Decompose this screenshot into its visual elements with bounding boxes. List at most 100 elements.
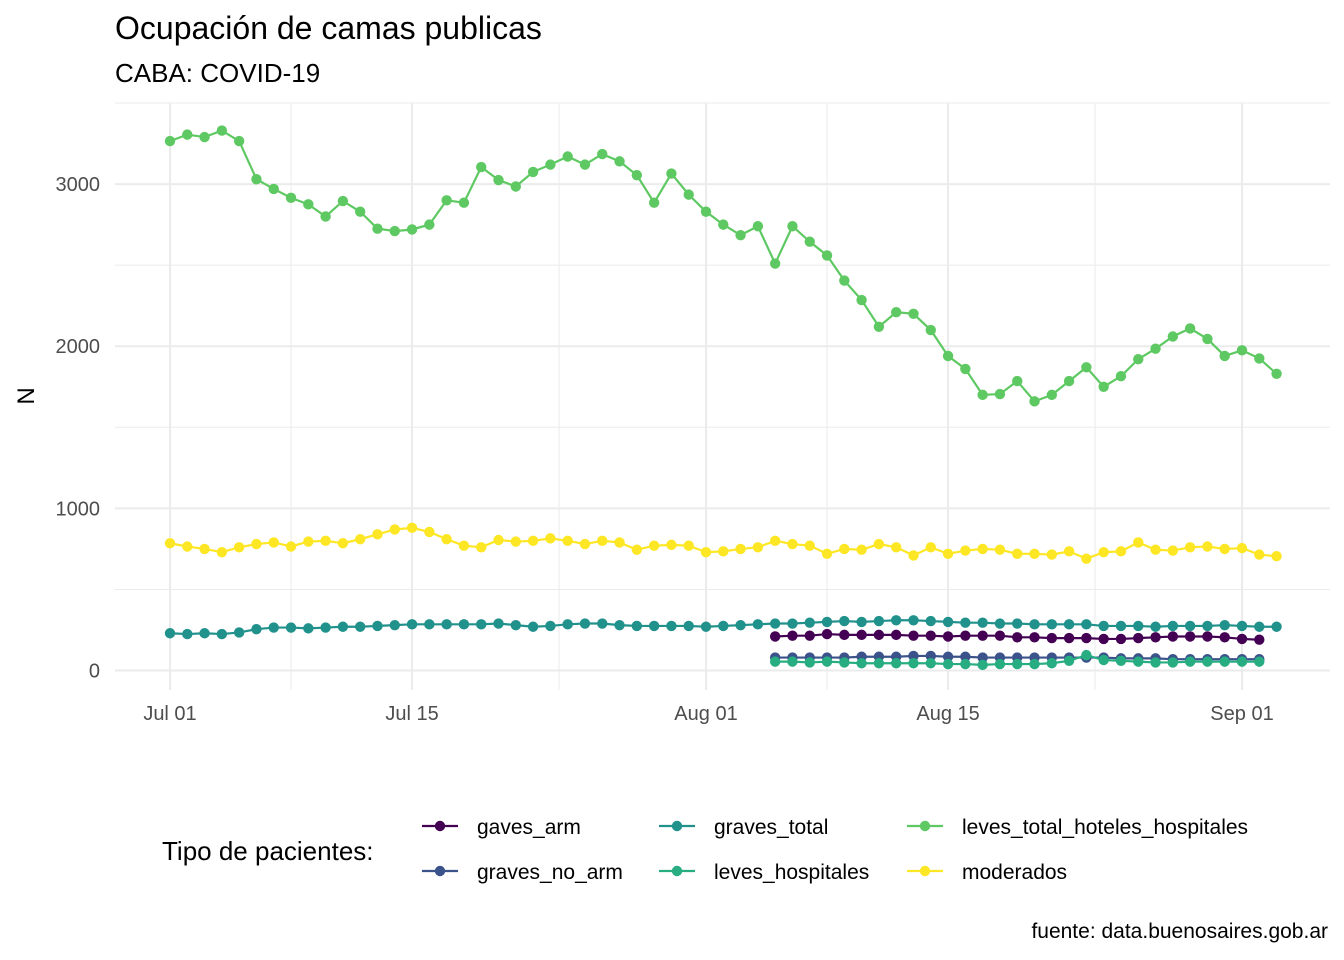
- data-point: [233, 542, 245, 553]
- data-point: [251, 623, 262, 635]
- data-point: [787, 221, 798, 232]
- data-point: [441, 533, 452, 545]
- data-point: [1236, 633, 1248, 645]
- data-point: [458, 540, 470, 551]
- data-point: [769, 535, 781, 547]
- data-point: [1202, 333, 1213, 345]
- legend-key-point: [919, 865, 931, 877]
- data-point: [1063, 619, 1075, 630]
- data-point: [1063, 655, 1075, 667]
- data-point: [787, 538, 798, 550]
- data-point: [925, 658, 936, 669]
- data-point: [320, 622, 331, 633]
- data-point: [216, 546, 228, 558]
- series-gaves_arm: [769, 628, 1265, 645]
- data-point: [666, 539, 677, 551]
- data-point: [1133, 620, 1144, 632]
- data-point: [977, 630, 988, 641]
- data-point: [493, 618, 504, 629]
- data-point: [994, 388, 1006, 400]
- data-point: [1254, 634, 1265, 645]
- legend-label: leves_hospitales: [714, 861, 869, 884]
- data-point: [735, 619, 746, 631]
- data-point: [821, 548, 833, 559]
- data-point: [821, 250, 833, 261]
- data-point: [285, 192, 297, 204]
- data-point: [476, 542, 487, 553]
- data-point: [1133, 632, 1144, 644]
- data-point: [424, 526, 435, 538]
- data-point: [1271, 551, 1282, 562]
- axis-ticks: 0 1000 2000 3000 Jul 01 Jul 15 Aug 01 Aug 15 Sep…: [56, 174, 1274, 725]
- data-point: [1098, 633, 1109, 645]
- data-point: [1184, 656, 1196, 667]
- data-point: [1219, 619, 1230, 631]
- data-point: [648, 620, 660, 632]
- data-point: [890, 542, 902, 553]
- data-point: [1254, 353, 1265, 364]
- data-point: [1098, 546, 1109, 558]
- data-point: [648, 197, 660, 208]
- data-point: [804, 657, 815, 668]
- data-point: [787, 656, 798, 667]
- data-point: [908, 650, 919, 662]
- data-point: [683, 620, 694, 632]
- data-point: [268, 537, 279, 548]
- data-point: [839, 629, 850, 641]
- data-point: [1202, 541, 1213, 552]
- data-point: [1115, 620, 1127, 632]
- y-tick-label: 0: [89, 661, 100, 683]
- legend-item: graves_no_arm: [422, 861, 623, 884]
- data-point: [960, 630, 971, 641]
- data-point: [718, 546, 729, 557]
- data-point: [493, 174, 504, 186]
- data-point: [545, 533, 556, 544]
- data-point: [199, 543, 210, 555]
- data-point: [994, 630, 1006, 641]
- data-point: [1167, 545, 1179, 556]
- data-point: [856, 629, 867, 641]
- data-point: [977, 659, 988, 671]
- data-point: [1254, 656, 1265, 667]
- legend-label: gaves_arm: [477, 816, 581, 839]
- data-point: [1184, 323, 1196, 334]
- data-point: [735, 229, 746, 241]
- chart-title: Ocupación de camas publicas: [115, 10, 542, 46]
- data-point: [164, 628, 176, 639]
- data-point: [1167, 657, 1179, 668]
- data-point: [873, 615, 885, 627]
- data-point: [960, 658, 971, 670]
- data-point: [268, 622, 279, 633]
- data-point: [631, 169, 643, 181]
- data-point: [873, 658, 885, 669]
- data-point: [804, 236, 815, 247]
- data-point: [821, 656, 833, 667]
- data-point: [320, 535, 331, 547]
- data-point: [1012, 548, 1023, 559]
- data-point: [1202, 620, 1213, 632]
- data-point: [1150, 544, 1161, 555]
- data-point: [925, 650, 936, 662]
- data-point: [769, 258, 781, 269]
- series-moderados: [164, 522, 1282, 564]
- data-point: [1167, 620, 1179, 632]
- data-point: [1012, 658, 1023, 670]
- data-point: [873, 629, 885, 641]
- data-point: [1150, 343, 1161, 354]
- data-point: [493, 534, 504, 546]
- data-point: [1115, 546, 1127, 557]
- data-point: [182, 129, 193, 140]
- data-point: [164, 135, 176, 147]
- data-point: [752, 542, 764, 553]
- data-point: [1150, 657, 1161, 668]
- data-point: [458, 197, 470, 208]
- series-leves_total_hoteles_hospitales: [164, 125, 1282, 407]
- data-point: [890, 615, 902, 626]
- legend-title: Tipo de pacientes:: [162, 836, 374, 866]
- data-point: [1012, 632, 1023, 643]
- data-point: [199, 131, 210, 143]
- data-point: [389, 524, 400, 535]
- data-point: [960, 545, 971, 556]
- data-point: [1081, 619, 1092, 630]
- data-point: [545, 620, 556, 632]
